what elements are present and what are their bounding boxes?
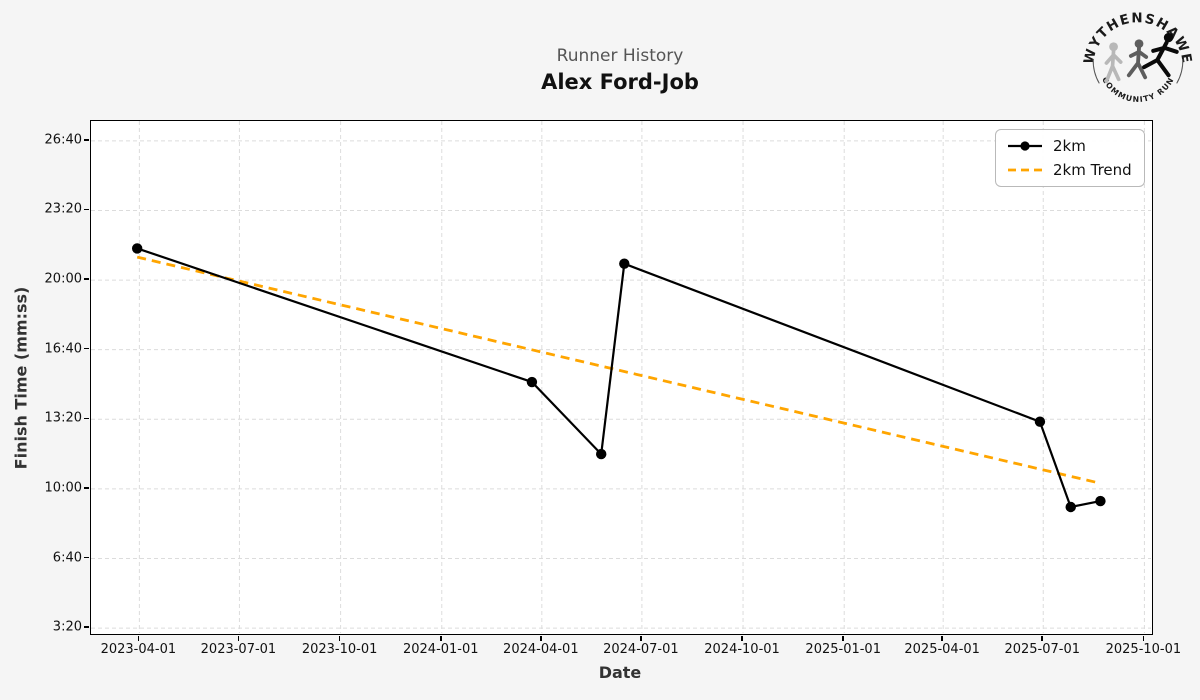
y-tick-label: 26:40 xyxy=(44,132,82,148)
plot-area xyxy=(90,120,1153,635)
x-tick-label: 2025-10-01 xyxy=(1105,642,1182,657)
y-tick-mark xyxy=(84,208,89,211)
y-tick-mark xyxy=(84,139,89,141)
x-tick-mark xyxy=(137,636,140,641)
y-axis-title: Finish Time (mm:ss) xyxy=(11,286,31,470)
y-tick-mark xyxy=(84,626,89,628)
x-tick-label: 2025-07-01 xyxy=(1004,642,1081,657)
x-tick-label: 2024-01-01 xyxy=(402,642,479,657)
y-tick-label: 6:40 xyxy=(52,550,82,565)
legend-item-2km-trend: 2km Trend xyxy=(1006,161,1132,179)
x-tick-label: 2024-07-01 xyxy=(603,642,679,657)
x-tick-mark xyxy=(237,636,240,641)
walker-icon xyxy=(1104,42,1123,84)
legend-trend-line-icon xyxy=(1008,168,1042,172)
x-axis-title: Date xyxy=(598,663,642,682)
y-tick-mark xyxy=(84,417,89,420)
legend-item-2km: 2km xyxy=(1006,137,1132,155)
legend: 2km 2km Trend xyxy=(995,129,1145,187)
y-tick-mark xyxy=(84,556,89,559)
x-tick-label: 2023-04-01 xyxy=(100,642,177,657)
x-tick-mark xyxy=(440,636,442,641)
runner-name: Alex Ford-Job xyxy=(541,70,699,94)
x-tick-mark xyxy=(640,636,642,641)
x-tick-mark xyxy=(941,636,943,641)
y-tick-mark xyxy=(84,278,89,280)
chart-title: Runner History xyxy=(556,46,684,66)
y-tick-label: 10:00 xyxy=(44,480,82,496)
x-tick-mark xyxy=(1041,636,1043,641)
logo-arc-left xyxy=(1092,58,1100,84)
x-tick-label: 2023-10-01 xyxy=(301,642,378,657)
legend-2km-line-icon xyxy=(1008,141,1042,151)
y-tick-label: 16:40 xyxy=(44,341,82,357)
logo-bottom-text: COMMUNITY RUN xyxy=(1100,76,1176,105)
chart-canvas xyxy=(91,121,1151,633)
y-tick-label: 23:20 xyxy=(44,201,82,217)
y-tick-mark xyxy=(84,347,89,350)
y-tick-label: 13:20 xyxy=(44,410,82,426)
x-tick-mark xyxy=(842,636,844,641)
logo-arc-right xyxy=(1176,58,1184,84)
y-tick-mark xyxy=(84,487,89,489)
sprinter-icon xyxy=(1142,32,1179,78)
x-tick-mark xyxy=(338,636,341,641)
y-tick-label: 20:00 xyxy=(44,271,82,287)
y-tick-label: 3:20 xyxy=(52,619,82,635)
x-tick-label: 2023-07-01 xyxy=(200,642,277,657)
jogger-icon xyxy=(1126,39,1149,80)
x-tick-mark xyxy=(1142,636,1145,641)
x-tick-mark xyxy=(741,636,743,641)
x-tick-label: 2024-10-01 xyxy=(704,642,780,657)
x-tick-label: 2025-04-01 xyxy=(904,642,980,657)
x-tick-label: 2025-01-01 xyxy=(805,642,881,657)
legend-2km-label: 2km xyxy=(1053,137,1086,155)
legend-trend-label: 2km Trend xyxy=(1053,161,1132,179)
community-run-logo: WYTHENSHAWE COMMUNITY RUN xyxy=(1082,11,1192,105)
x-tick-mark xyxy=(540,636,542,641)
x-tick-label: 2024-04-01 xyxy=(503,642,579,657)
